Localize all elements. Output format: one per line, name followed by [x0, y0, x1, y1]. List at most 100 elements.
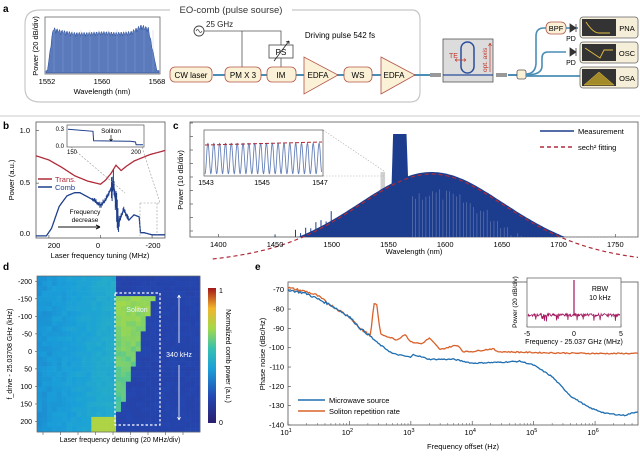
c-measurement [190, 134, 638, 237]
d-ytick-7: 150 [20, 401, 32, 408]
d-heat-cell [66, 426, 72, 433]
d-heat-cell [165, 291, 171, 297]
d-heat-cell [56, 421, 62, 428]
d-heat-cell [165, 396, 171, 403]
d-heat-cell [91, 281, 97, 287]
d-heat-cell [140, 336, 146, 342]
d-heat-cell [130, 281, 137, 287]
microring [460, 41, 475, 74]
d-heat-cell [71, 306, 77, 312]
d-heat-cell [185, 371, 191, 377]
d-heat-cell [96, 331, 102, 337]
d-heat-cell [46, 356, 53, 362]
d-heat-cell [150, 291, 156, 297]
d-heat-cell [120, 341, 127, 347]
d-heat-cell [61, 401, 67, 408]
e-inset-rbw: RBW [592, 286, 609, 293]
d-heat-cell [125, 346, 132, 352]
d-heat-cell [81, 296, 87, 302]
d-span-label: 340 kHz [166, 352, 192, 359]
d-heat-cell [180, 426, 186, 433]
d-heat-cell [140, 326, 146, 332]
d-heat-cell [81, 406, 87, 413]
d-heat-cell [170, 316, 176, 322]
d-heat-cell [175, 376, 181, 382]
d-yticks: -200 -150 -100 -50 0 50 100 150 200 [18, 279, 37, 426]
d-heat-cell [101, 391, 107, 398]
d-heat-cell [165, 321, 171, 327]
d-heat-cell [37, 411, 43, 418]
d-heat-cell [76, 346, 82, 352]
d-heat-cell [46, 351, 53, 357]
d-heat-cell [145, 376, 151, 382]
panel-d-label: d [3, 262, 9, 273]
d-heat-cell [96, 426, 102, 433]
d-heat-cell [155, 276, 161, 282]
d-heat-cell [81, 286, 87, 292]
d-heat-cell [140, 356, 146, 362]
d-heat-cell [190, 336, 196, 342]
d-heat-cell [190, 391, 196, 398]
d-heat-cell [71, 381, 77, 388]
d-heat-cell [170, 301, 176, 307]
d-heat-cell [160, 326, 166, 332]
c-xtick-1: 1450 [267, 240, 284, 249]
fiber-to-osc [525, 51, 566, 76]
d-heat-cell [37, 296, 43, 302]
d-heat-cell [101, 276, 107, 282]
d-heat-cell [51, 406, 58, 413]
driving-pulse-label: Driving pulse 542 fs [305, 31, 375, 40]
d-heat-cell [61, 336, 67, 342]
d-heat-cell [101, 336, 107, 342]
d-heat-cell [155, 301, 161, 307]
d-heat-cell [130, 401, 137, 408]
b-ytick-0: 0.0 [20, 229, 30, 238]
d-heat-cell [145, 346, 151, 352]
d-heat-cell [76, 301, 82, 307]
b-ytick-2: 1.0 [20, 126, 30, 135]
d-heat-cell [111, 371, 117, 377]
d-heat-cell [170, 401, 176, 408]
d-heat-cell [160, 346, 166, 352]
d-heat-cell [150, 391, 156, 398]
d-heat-cell [86, 361, 92, 367]
d-heat-cell [130, 406, 137, 413]
d-heat-cell [106, 321, 112, 327]
d-heat-cell [190, 406, 196, 413]
d-heat-cell [155, 331, 161, 337]
d-heat-cell [195, 321, 201, 327]
d-heat-cell [145, 396, 151, 403]
d-heat-cell [170, 376, 176, 382]
d-heat-cell [195, 336, 201, 342]
d-heat-cell [175, 406, 181, 413]
d-heat-cell [120, 296, 127, 302]
d-heat-cell [37, 386, 43, 393]
d-heat-cell [170, 406, 176, 413]
d-heat-cell [51, 321, 58, 327]
d-heat-cell [135, 341, 142, 347]
d-heat-cell [135, 401, 142, 408]
b-inset-xtick-0: 150 [67, 150, 78, 156]
d-heat-cell [140, 371, 146, 377]
d-heat-cell [71, 336, 77, 342]
d-heat-cell [130, 356, 137, 362]
d-heat-cell [160, 426, 166, 433]
pna-label: PNA [619, 24, 634, 33]
d-heat-cell [135, 316, 142, 322]
d-heat-cell [76, 331, 82, 337]
d-heat-cell [111, 426, 117, 433]
d-heat-cell [155, 416, 161, 423]
d-heat-cell [180, 351, 186, 357]
d-heat-cell [116, 411, 122, 418]
d-heat-cell [41, 411, 48, 418]
e-inset-xtick-0: -5 [524, 331, 530, 338]
d-heat-cell [155, 361, 161, 367]
b-legend-trans: Trans. [55, 175, 76, 184]
block-cw-laser-label: CW laser [175, 71, 208, 80]
d-heat-cell [71, 361, 77, 367]
d-heat-cell [155, 356, 161, 362]
d-heat-cell [125, 311, 132, 317]
d-heat-cell [91, 361, 97, 367]
d-heat-cell [37, 371, 43, 377]
d-heat-cell [56, 351, 62, 357]
